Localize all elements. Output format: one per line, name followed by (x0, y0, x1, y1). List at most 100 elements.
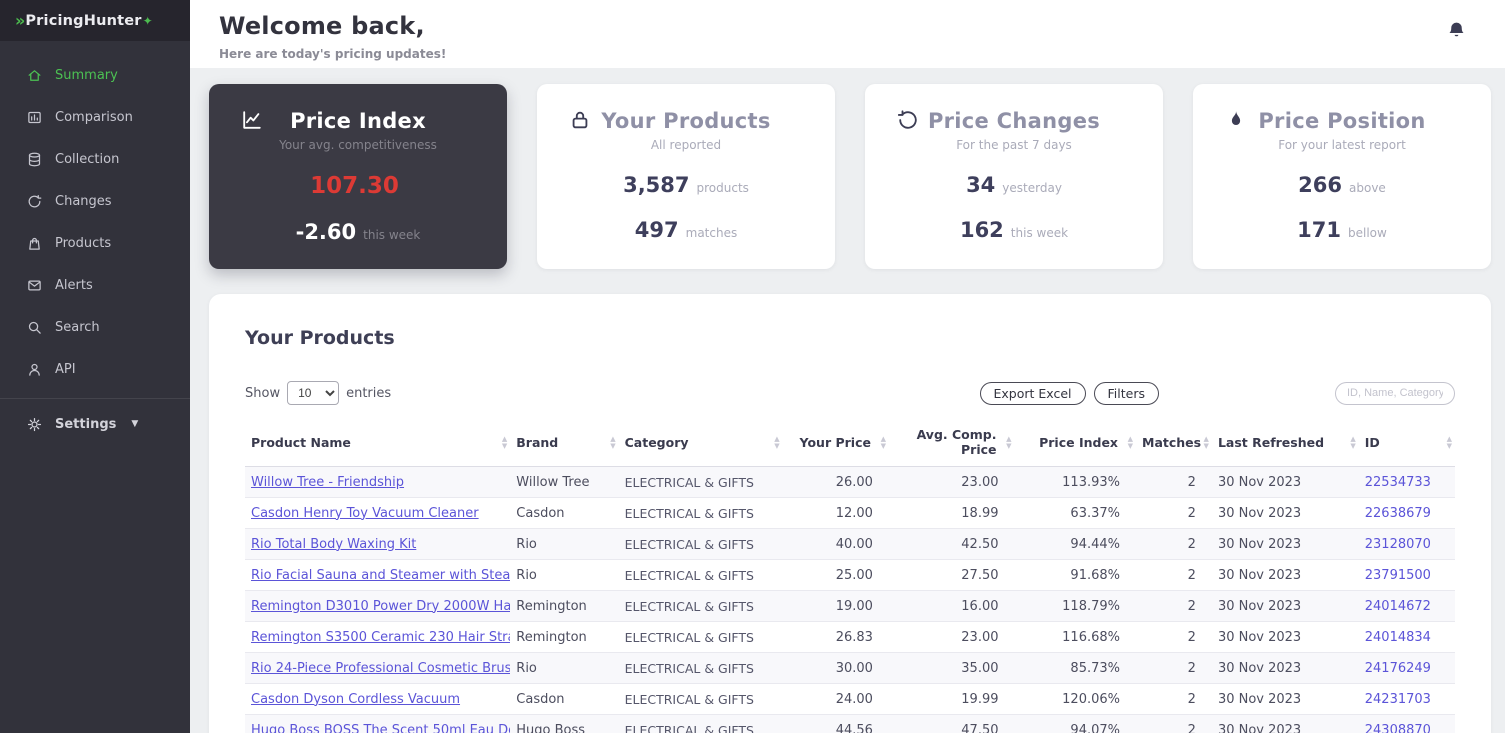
card-secondary-value: -2.60 (295, 220, 357, 244)
sidebar-item-summary[interactable]: Summary (0, 54, 190, 96)
column-label: Your Price (799, 434, 871, 450)
column-header-last_refreshed[interactable]: Last Refreshed ▲ ▼ (1211, 419, 1359, 467)
cell-category: ELECTRICAL & GIFTS (618, 652, 783, 684)
product-id-link[interactable]: 24176249 (1364, 660, 1431, 676)
product-name-link[interactable]: Remington S3500 Ceramic 230 Hair Stra… (251, 629, 511, 645)
sort-icons: ▲ ▼ (501, 434, 508, 450)
product-id-link[interactable]: 24014834 (1364, 629, 1431, 645)
cell-avg_comp_price: 19.99 (888, 683, 1015, 715)
top-header: Welcome back, Here are today's pricing u… (190, 0, 1505, 68)
notifications-bell-icon[interactable] (1446, 20, 1467, 68)
filters-button[interactable]: Filters (1093, 381, 1159, 405)
product-name-link[interactable]: Remington D3010 Power Dry 2000W Hair … (251, 598, 511, 614)
cell-name: Rio Total Body Waxing Kit (245, 528, 511, 560)
column-header-category[interactable]: Category ▲ ▼ (618, 419, 783, 467)
table-search-input[interactable] (1335, 381, 1455, 405)
page-title: Welcome back, (219, 12, 425, 40)
card-primary-value: 107.30 (310, 173, 399, 199)
cell-your_price: 26.83 (782, 621, 889, 653)
table-row: Casdon Dyson Cordless Vacuum Casdon ELECTR… (245, 683, 1455, 715)
cell-matches: 2 (1136, 590, 1212, 622)
cell-brand: Rio (510, 559, 619, 591)
column-header-price_index[interactable]: Price Index ▲ ▼ (1014, 419, 1136, 467)
product-name-link[interactable]: Rio Facial Sauna and Steamer with Stea… (251, 567, 511, 583)
column-header-your_price[interactable]: Your Price ▲ ▼ (782, 419, 889, 467)
product-id-link[interactable]: 22534733 (1364, 474, 1431, 490)
panel-title: Your Products (245, 327, 395, 349)
card-price-index[interactable]: Price Index Your avg. competitiveness 107.… (209, 84, 507, 269)
product-name-link[interactable]: Hugo Boss BOSS The Scent 50ml Eau De … (251, 722, 511, 733)
sidebar-item-label: Comparison (55, 109, 133, 125)
cell-category: ELECTRICAL & GIFTS (618, 466, 783, 498)
sidebar-item-collection[interactable]: Collection (0, 138, 190, 180)
product-name-link[interactable]: Casdon Henry Toy Vacuum Cleaner (251, 505, 479, 521)
app-logo[interactable]: » PricingHunter ✦ (0, 0, 190, 41)
cell-brand: Casdon (510, 683, 619, 715)
cell-brand: Rio (510, 528, 619, 560)
sidebar-item-api[interactable]: API (0, 348, 190, 390)
cell-id: 24014672 (1358, 590, 1455, 622)
product-id-link[interactable]: 24231703 (1364, 691, 1431, 707)
cell-your_price: 25.00 (782, 559, 889, 591)
flame-icon (1225, 109, 1247, 131)
product-id-link[interactable]: 22638679 (1364, 505, 1431, 521)
card-price-position[interactable]: Price Position For your latest report 266 a… (1193, 84, 1491, 269)
sidebar-item-label: Search (55, 319, 100, 335)
column-header-id[interactable]: ID ▲ ▼ (1358, 419, 1455, 467)
cell-brand: Casdon (510, 497, 619, 529)
cell-category: ELECTRICAL & GIFTS (618, 621, 783, 653)
product-id-link[interactable]: 24308870 (1364, 722, 1431, 733)
column-header-brand[interactable]: Brand ▲ ▼ (510, 419, 619, 467)
sidebar-item-changes[interactable]: Changes (0, 180, 190, 222)
column-label: Brand (516, 434, 559, 450)
column-header-avg_comp_price[interactable]: Avg. Comp. Price ▲ ▼ (888, 419, 1015, 467)
sidebar-item-comparison[interactable]: Comparison (0, 96, 190, 138)
export-excel-button[interactable]: Export Excel (979, 381, 1086, 405)
page-size-select[interactable]: 10 (287, 381, 340, 405)
product-id-link[interactable]: 23791500 (1364, 567, 1431, 583)
sort-icons: ▲ ▼ (774, 434, 780, 450)
cell-name: Hugo Boss BOSS The Scent 50ml Eau De … (245, 714, 511, 733)
sort-icons: ▲ ▼ (1127, 434, 1133, 450)
card-primary-value: 266 (1298, 173, 1343, 197)
card-your-products[interactable]: Your Products All reported 3,587 products 49… (537, 84, 835, 269)
cell-category: ELECTRICAL & GIFTS (618, 683, 783, 715)
column-header-name[interactable]: Product Name ▲ ▼ (245, 419, 511, 467)
product-id-link[interactable]: 24014672 (1364, 598, 1431, 614)
cell-id: 23128070 (1358, 528, 1455, 560)
cell-name: Remington D3010 Power Dry 2000W Hair … (245, 590, 511, 622)
products-table-panel: Your Products Show 10 entries Export Exc… (209, 294, 1491, 733)
comparison-icon (27, 110, 42, 125)
cell-matches: 2 (1136, 714, 1212, 733)
sidebar-item-label: Products (55, 235, 112, 251)
cell-price_index: 63.37% (1014, 497, 1136, 529)
cell-your_price: 19.00 (782, 590, 889, 622)
sidebar-item-label: Collection (55, 151, 120, 167)
card-subtitle: All reported (650, 138, 722, 152)
api-icon (27, 362, 42, 377)
sidebar-item-settings[interactable]: Settings ▼ (0, 403, 190, 445)
product-name-link[interactable]: Willow Tree - Friendship (251, 474, 405, 490)
card-primary-label: above (1349, 181, 1386, 195)
cell-your_price: 24.00 (782, 683, 889, 715)
product-name-link[interactable]: Casdon Dyson Cordless Vacuum (251, 691, 461, 707)
product-id-link[interactable]: 23128070 (1364, 536, 1431, 552)
sidebar-item-label: API (55, 361, 76, 377)
sidebar-item-alerts[interactable]: Alerts (0, 264, 190, 306)
sidebar-item-products[interactable]: Products (0, 222, 190, 264)
product-name-link[interactable]: Rio 24-Piece Professional Cosmetic Brus… (251, 660, 511, 676)
cell-your_price: 40.00 (782, 528, 889, 560)
card-price-changes[interactable]: Price Changes For the past 7 days 34 yester… (865, 84, 1163, 269)
cell-price_index: 94.44% (1014, 528, 1136, 560)
cell-price_index: 113.93% (1014, 466, 1136, 498)
column-header-matches[interactable]: Matches ▲ ▼ (1136, 419, 1212, 467)
table-row: Willow Tree - Friendship Willow Tree ELECT… (245, 466, 1455, 498)
sort-icons: ▲ ▼ (1203, 434, 1209, 450)
product-name-link[interactable]: Rio Total Body Waxing Kit (251, 536, 417, 552)
chevron-down-icon: ▼ (131, 419, 139, 429)
changes-icon (27, 194, 42, 209)
sidebar-item-search[interactable]: Search (0, 306, 190, 348)
sidebar-item-label: Alerts (55, 277, 93, 293)
cell-last_refreshed: 30 Nov 2023 (1211, 497, 1359, 529)
cell-category: ELECTRICAL & GIFTS (618, 497, 783, 529)
